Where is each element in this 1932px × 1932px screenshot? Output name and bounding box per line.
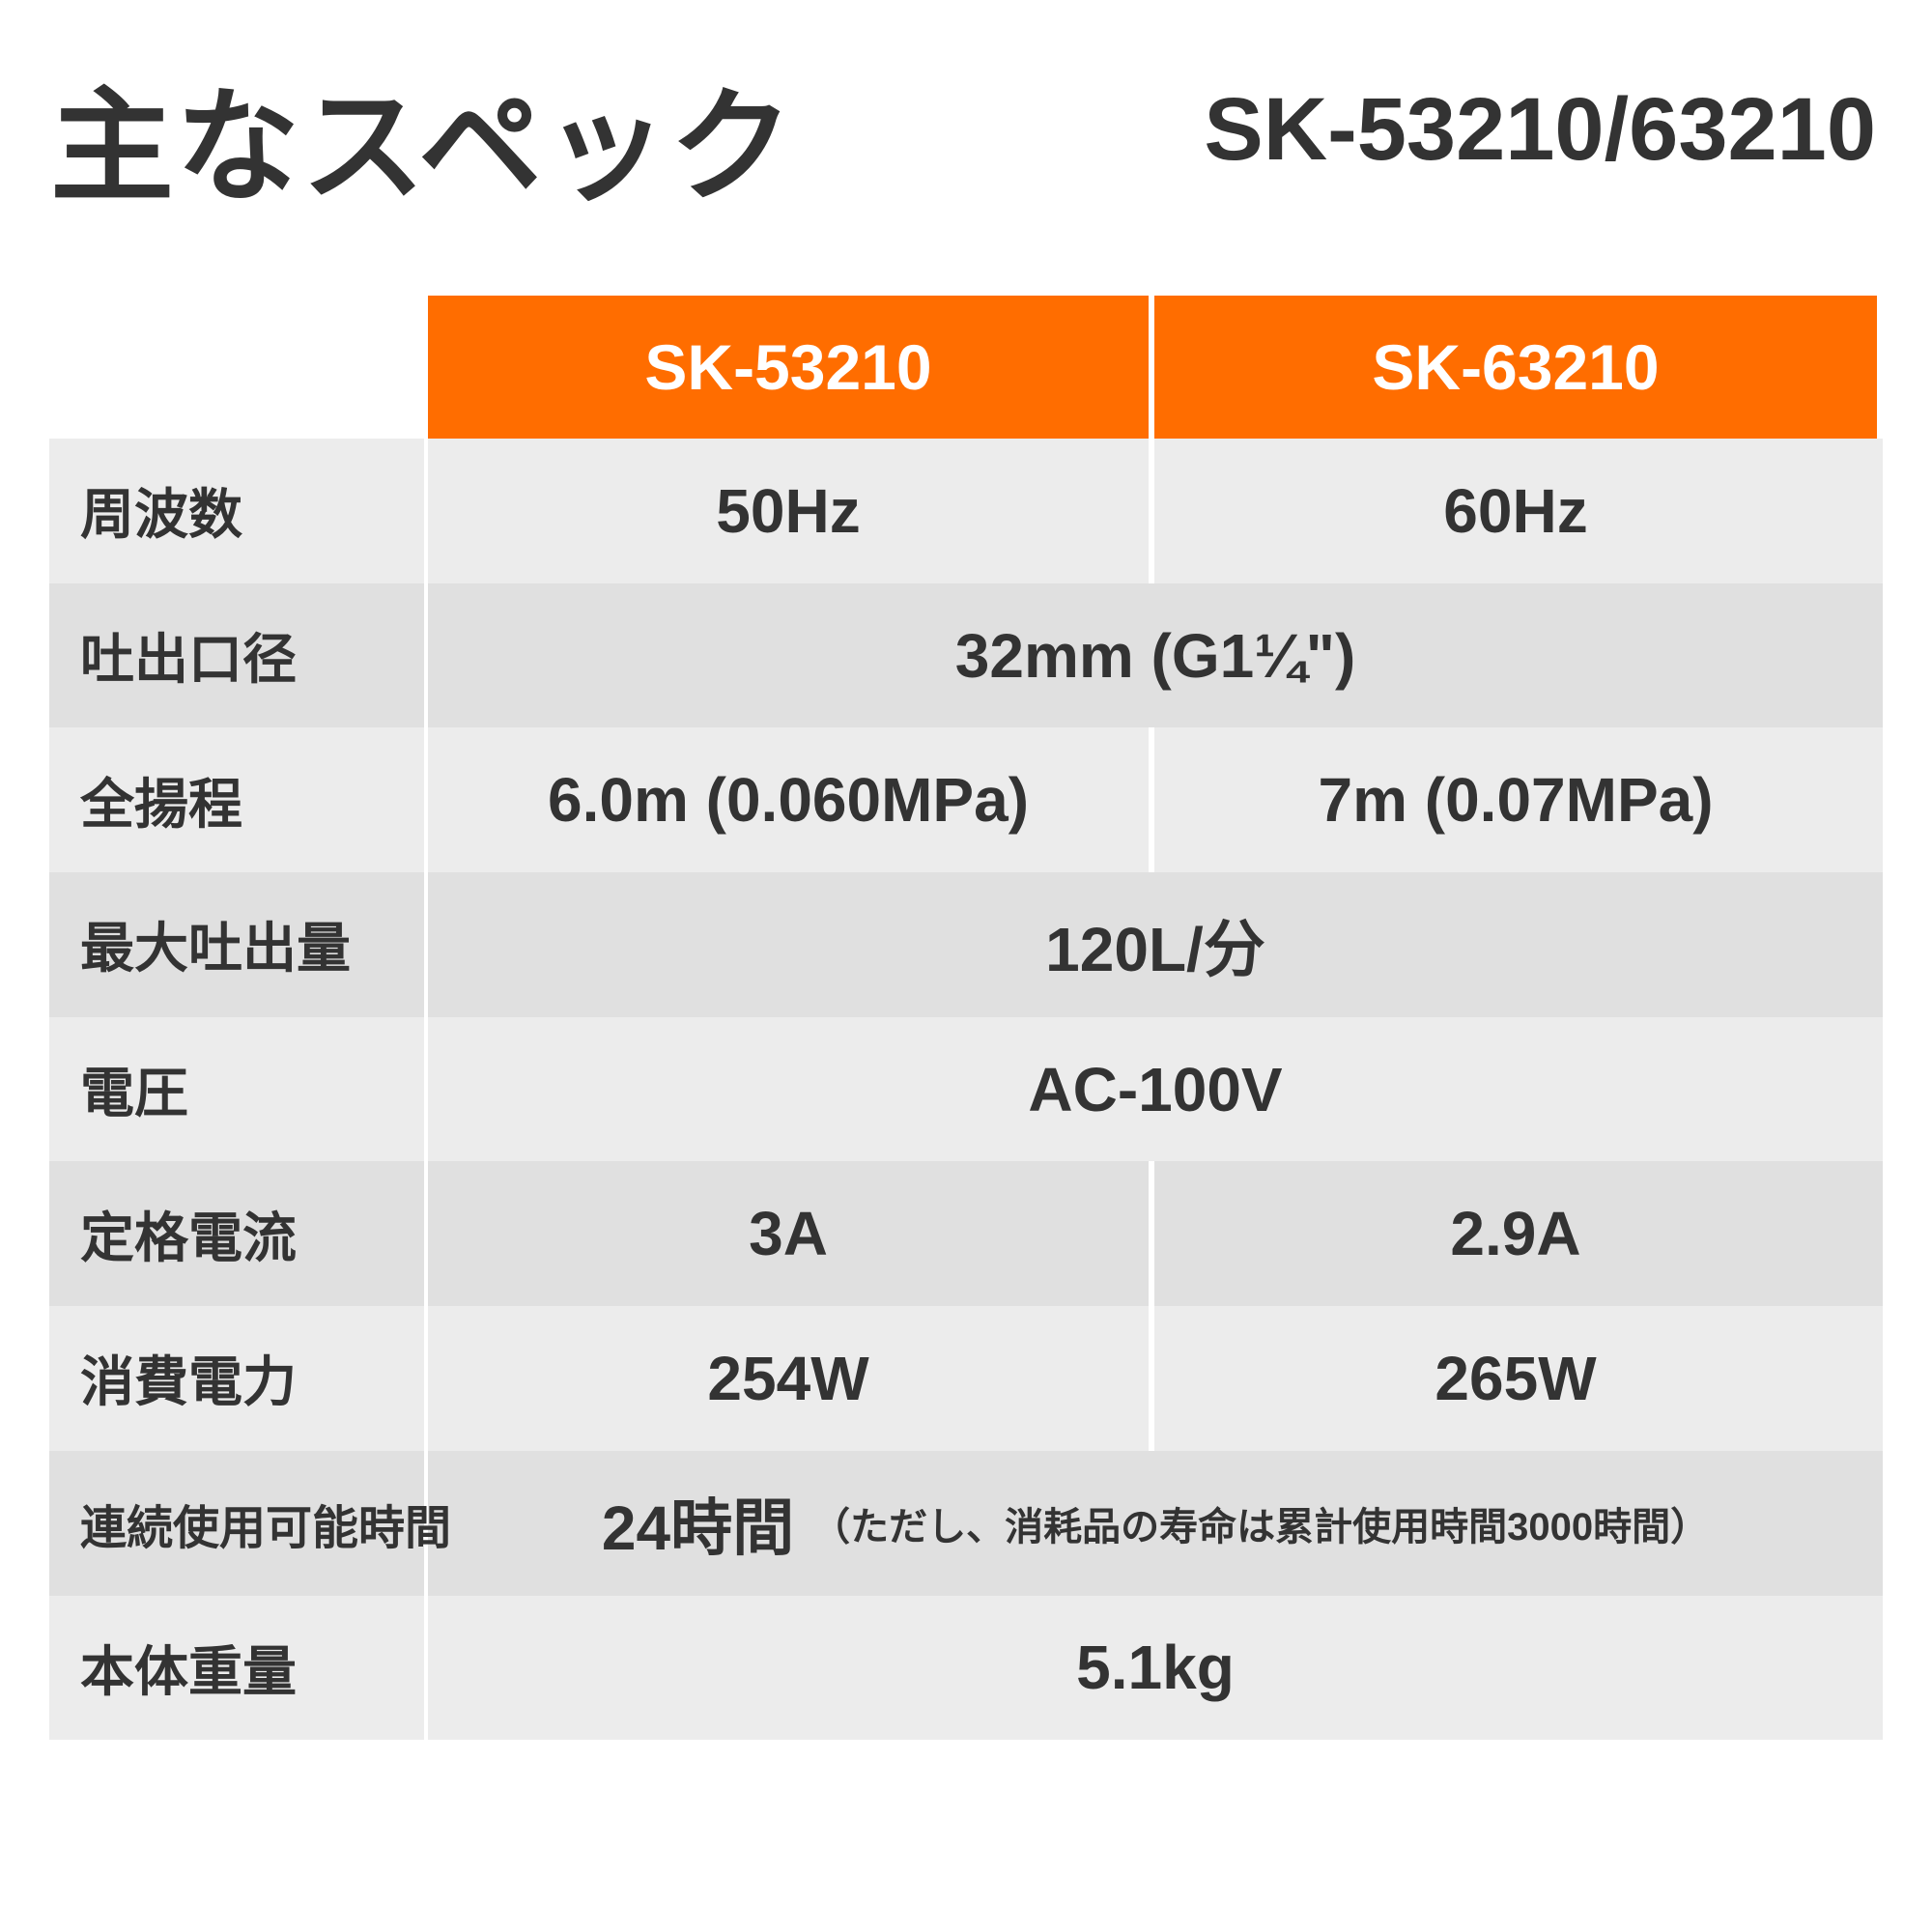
value-note: （ただし、消耗品の寿命は累計使用時間3000時間） (811, 1505, 1710, 1548)
table-row: 連続使用可能時間 24時間 （ただし、消耗品の寿命は累計使用時間3000時間） (49, 1450, 1883, 1596)
cell-value: 265W (1435, 1343, 1597, 1413)
table-row: 最大吐出量 120L/分 (49, 872, 1883, 1017)
table-row: 全揚程 6.0m (0.060MPa) 7m (0.07MPa) (49, 727, 1883, 873)
table-row: 定格電流 3A 2.9A (49, 1161, 1883, 1307)
cell-value: AC-100V (1028, 1054, 1283, 1124)
row-label: 周波数 (49, 439, 428, 583)
cell-value: 2.9A (1450, 1199, 1581, 1269)
cell-value: 6.0m (0.060MPa) (428, 727, 1154, 873)
header-blank (49, 296, 428, 439)
table-row: 周波数 50Hz 60Hz (49, 439, 1883, 583)
cell-value: 60Hz (1443, 475, 1588, 546)
header-sk-53210: SK-53210 (428, 296, 1154, 439)
row-label: 最大吐出量 (49, 872, 428, 1017)
row-label: 消費電力 (49, 1306, 428, 1451)
row-label: 吐出口径 (49, 582, 428, 728)
row-label: 電圧 (49, 1016, 428, 1162)
cell-value: 24時間 （ただし、消耗品の寿命は累計使用時間3000時間） (428, 1451, 1883, 1596)
cell-value: 50Hz (428, 439, 1154, 583)
row-label: 連続使用可能時間 (49, 1450, 451, 1596)
table-row: 消費電力 254W 265W (49, 1306, 1883, 1451)
row-label: 本体重量 (49, 1595, 428, 1741)
table-row: 本体重量 5.1kg (49, 1595, 1883, 1741)
value-main: 24時間 (601, 1492, 795, 1563)
model-numbers: SK-53210/63210 (1204, 80, 1876, 179)
cell-value: 120L/分 (1045, 914, 1265, 984)
page-title: 主なスペック (50, 75, 796, 219)
table-row: 吐出口径 32mm (G1¼") (49, 582, 1883, 728)
cell-value: 254W (428, 1306, 1154, 1451)
header-row: SK-53210 SK-63210 (49, 296, 1883, 439)
header-sk-63210: SK-63210 (1154, 296, 1877, 439)
row-label: 定格電流 (49, 1161, 428, 1307)
spec-table: SK-53210 SK-63210 周波数 50Hz 60Hz 吐出口径 32m… (49, 296, 1883, 1741)
cell-value: 7m (0.07MPa) (1318, 765, 1714, 836)
cell-value: 32mm (G1¼") (954, 620, 1356, 691)
row-label: 全揚程 (49, 727, 428, 873)
table-row: 電圧 AC-100V (49, 1016, 1883, 1162)
cell-value: 5.1kg (1076, 1633, 1235, 1703)
cell-value: 3A (428, 1161, 1154, 1307)
